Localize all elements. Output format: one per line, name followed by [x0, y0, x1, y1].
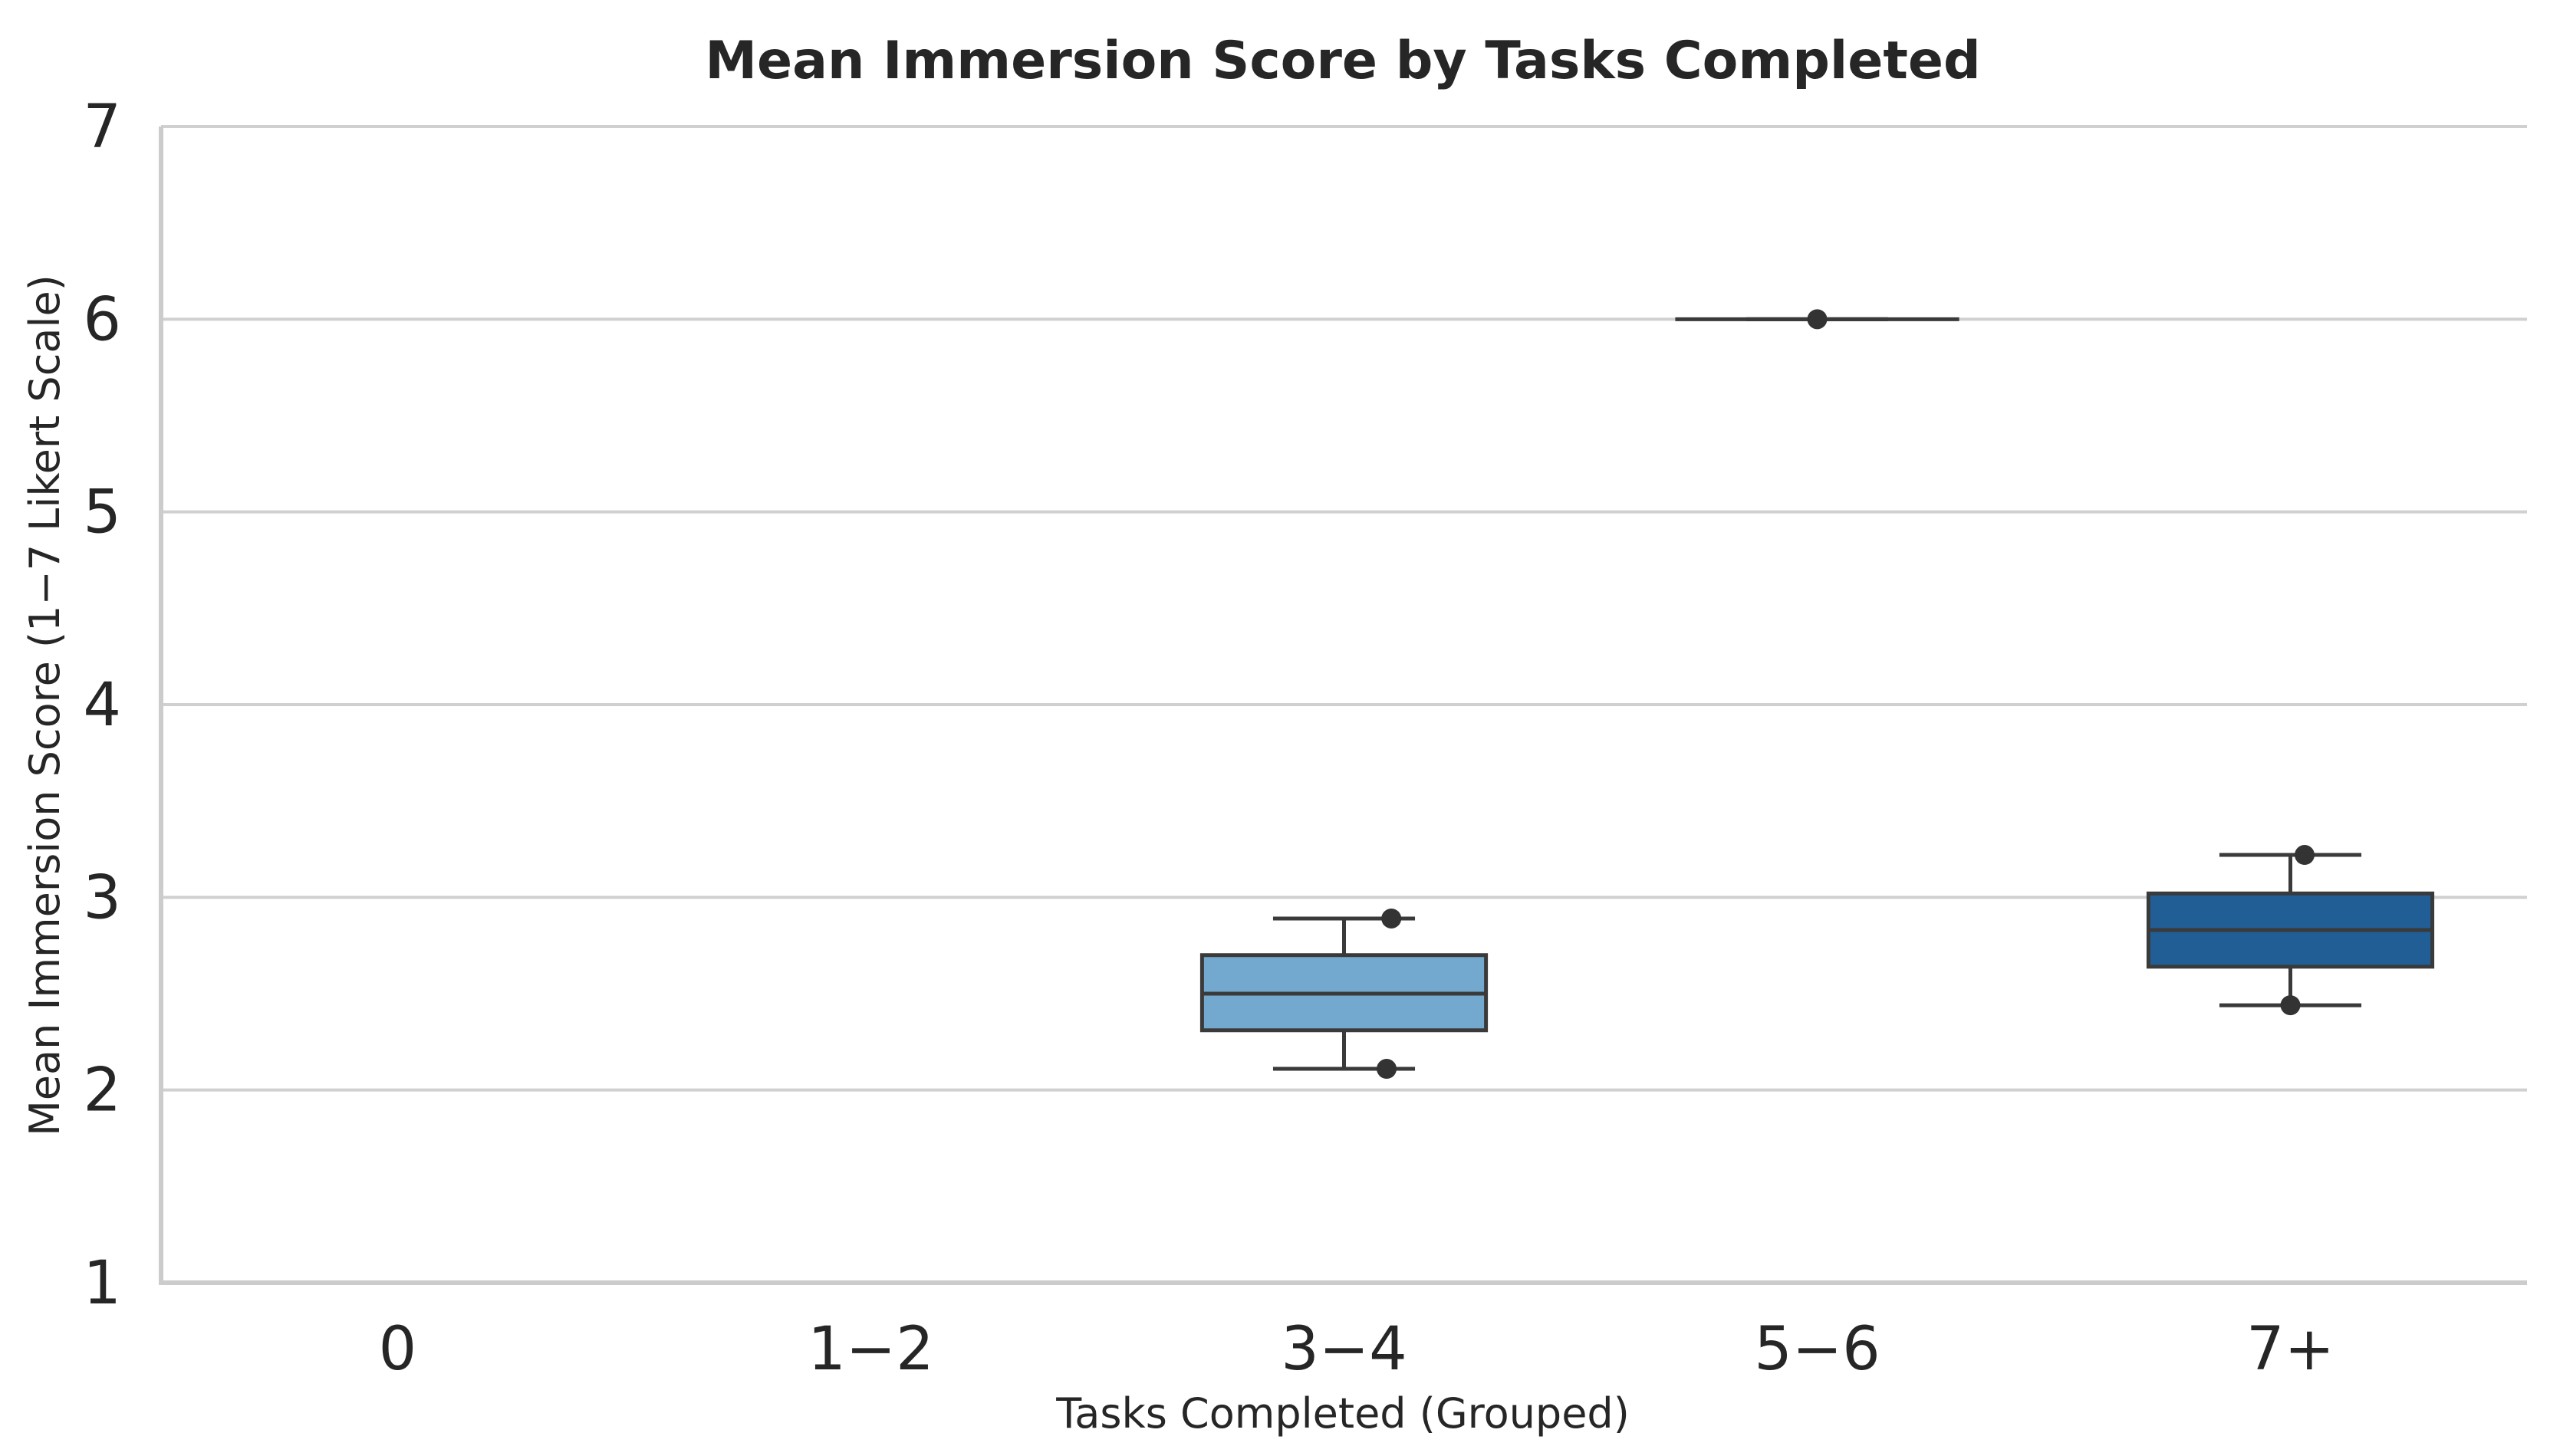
data-point-2	[1807, 309, 1828, 330]
data-point-4	[2280, 995, 2301, 1016]
y-tick-label-6: 6	[83, 285, 121, 354]
axis-layer	[159, 127, 2527, 1285]
y-tick-label-7: 7	[83, 93, 121, 162]
data-point-1	[1377, 1059, 1397, 1080]
y-tick-label-5: 5	[83, 478, 121, 547]
y-tick-label-1: 1	[83, 1249, 121, 1318]
boxplot-4	[2146, 853, 2435, 1007]
y-axis-label: Mean Immersion Score (1−7 Likert Scale)	[21, 274, 69, 1136]
y-tick-label-4: 4	[83, 671, 121, 740]
x-tick-label-0: 0	[379, 1315, 417, 1384]
boxplot-2	[1199, 916, 1489, 1071]
point-layer	[1377, 309, 2315, 1080]
x-axis-label: Tasks Completed (Grouped)	[1055, 1389, 1630, 1438]
x-tick-label-3: 5−6	[1754, 1315, 1880, 1384]
text-layer: Mean Immersion Score by Tasks Completed …	[21, 31, 2334, 1438]
data-point-0	[1381, 908, 1402, 928]
grid-layer	[161, 125, 2527, 1092]
x-tick-label-1: 1−2	[808, 1315, 934, 1384]
y-tick-label-2: 2	[83, 1057, 121, 1126]
box-layer	[1199, 317, 2435, 1071]
data-point-3	[2295, 845, 2315, 866]
x-tick-label-4: 7+	[2246, 1315, 2334, 1384]
x-tick-label-2: 3−4	[1281, 1315, 1407, 1384]
chart-title: Mean Immersion Score by Tasks Completed	[705, 31, 1980, 91]
y-tick-label-3: 3	[83, 863, 121, 932]
